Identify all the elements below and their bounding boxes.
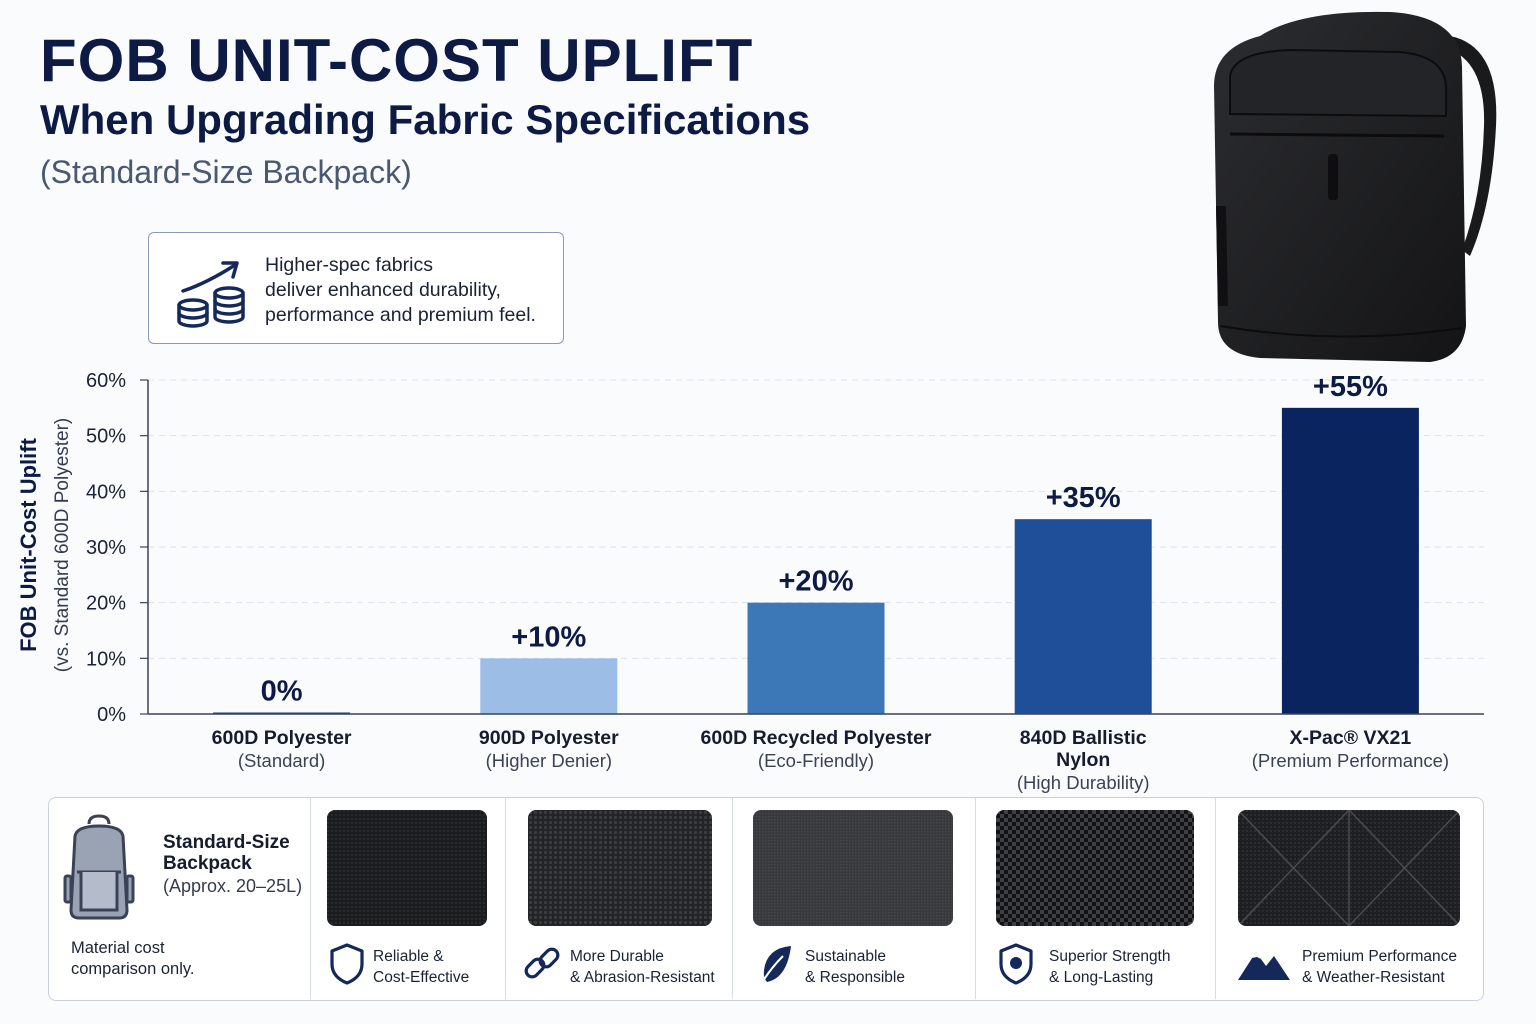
callout-line: Higher-spec fabrics <box>265 254 433 276</box>
y-axis-label: FOB Unit-Cost Uplift <box>16 437 41 652</box>
fabric-swatch-900d <box>528 810 712 926</box>
page-subsubtitle: (Standard-Size Backpack) <box>40 154 412 190</box>
intro-label: Standard-Size Backpack <box>163 832 290 874</box>
x-tick-sublabel: (Eco-Friendly) <box>758 750 874 771</box>
y-tick-label: 40% <box>86 481 126 503</box>
fabric-cell-xpac: Premium Performance & Weather-Resistant <box>1216 798 1482 999</box>
shield-badge-icon <box>999 943 1033 985</box>
feature-line: Premium Performance <box>1302 948 1458 965</box>
fabric-swatch-ballistic <box>996 810 1194 926</box>
x-tick-label: 900D Polyester <box>479 727 619 749</box>
feature-line: Reliable & <box>373 948 444 965</box>
backpack-outline-icon <box>63 814 135 920</box>
y-tick-label: 10% <box>86 648 126 670</box>
bar <box>1014 519 1152 714</box>
coins-growth-icon <box>177 261 245 328</box>
intro-note-line: comparison only. <box>71 960 195 978</box>
intro-cell: Standard-Size Backpack (Approx. 20–25L) … <box>49 798 311 999</box>
callout-line: performance and premium feel. <box>265 304 536 326</box>
feature-line: & Weather-Resistant <box>1302 969 1445 986</box>
y-tick-label: 30% <box>86 537 126 559</box>
bar <box>1281 407 1419 714</box>
chain-link-icon <box>524 947 560 979</box>
feature-line: Superior Strength <box>1049 948 1171 965</box>
fabric-swatch-600d <box>327 810 487 926</box>
x-tick-label: X-Pac® VX21 <box>1290 727 1412 749</box>
bar-value-label: +55% <box>1313 371 1388 403</box>
fabric-swatch-xpac <box>1238 810 1460 926</box>
x-tick-label: 840D Ballistic <box>1020 727 1147 749</box>
fabric-cell-recycled: Sustainable & Responsible <box>733 798 976 999</box>
feature-line: & Abrasion-Resistant <box>570 969 715 986</box>
x-tick-sublabel: (Premium Performance) <box>1252 750 1449 771</box>
x-tick-sublabel: (Standard) <box>238 750 325 771</box>
leaf-icon <box>760 946 791 985</box>
bar-value-label: +10% <box>511 621 586 653</box>
bar-value-label: +35% <box>1046 482 1121 514</box>
mountain-icon <box>1238 952 1290 980</box>
y-tick-label: 0% <box>97 704 126 726</box>
feature-text: More Durable & Abrasion-Resistant <box>570 946 715 988</box>
fabric-cell-600d: Reliable & Cost-Effective <box>311 798 506 999</box>
shield-icon <box>330 943 364 985</box>
x-tick-sublabel: (Higher Denier) <box>486 750 612 771</box>
intro-label-line: Backpack <box>163 853 252 874</box>
page-subtitle: When Upgrading Fabric Specifications <box>40 96 811 143</box>
callout-box: Higher-spec fabrics deliver enhanced dur… <box>148 232 564 344</box>
fabric-swatch-recycled <box>753 810 953 926</box>
bar <box>480 658 618 714</box>
x-tick-label: 600D Recycled Polyester <box>701 727 932 749</box>
y-tick-label: 50% <box>86 426 126 448</box>
feature-text: Superior Strength & Long-Lasting <box>1049 946 1171 988</box>
y-axis-sublabel: (vs. Standard 600D Polyester) <box>52 418 73 673</box>
x-tick-label: Nylon <box>1056 749 1110 771</box>
callout-line: deliver enhanced durability, <box>265 279 501 301</box>
bar-chart: 0% 10% 20% 30% 40% 50% 60% 0% 600D Polyester(Sta… <box>86 370 1484 793</box>
feature-line: More Durable <box>570 948 664 965</box>
fabric-cell-900d: More Durable & Abrasion-Resistant <box>506 798 733 999</box>
feature-line: & Long-Lasting <box>1049 969 1154 986</box>
intro-note-line: Material cost <box>71 939 165 957</box>
feature-line: Cost-Effective <box>373 969 470 986</box>
material-comparison-panel: Standard-Size Backpack (Approx. 20–25L) … <box>48 797 1484 1001</box>
feature-line: Sustainable <box>805 948 887 965</box>
bar <box>747 602 885 714</box>
x-tick-label: 600D Polyester <box>212 727 352 749</box>
intro-note: Material cost comparison only. <box>71 938 195 980</box>
page-title: FOB UNIT-COST UPLIFT <box>40 27 754 94</box>
y-tick-label: 60% <box>86 370 126 392</box>
feature-text: Reliable & Cost-Effective <box>373 946 469 988</box>
intro-size: (Approx. 20–25L) <box>163 876 303 896</box>
intro-label-line: Standard-Size <box>163 832 290 853</box>
feature-text: Premium Performance & Weather-Resistant <box>1302 946 1457 988</box>
y-axis-title: FOB Unit-Cost Uplift (vs. Standard 600D … <box>16 418 73 673</box>
x-tick-sublabel: (High Durability) <box>1017 772 1150 793</box>
y-tick-label: 20% <box>86 593 126 615</box>
callout-text: Higher-spec fabrics deliver enhanced dur… <box>265 253 555 328</box>
backpack-image <box>1214 11 1497 362</box>
bar-value-label: +20% <box>779 566 854 598</box>
feature-line: & Responsible <box>805 969 905 986</box>
bar-value-label: 0% <box>261 676 303 708</box>
fabric-cell-ballistic: Superior Strength & Long-Lasting <box>976 798 1216 999</box>
feature-text: Sustainable & Responsible <box>805 946 905 988</box>
